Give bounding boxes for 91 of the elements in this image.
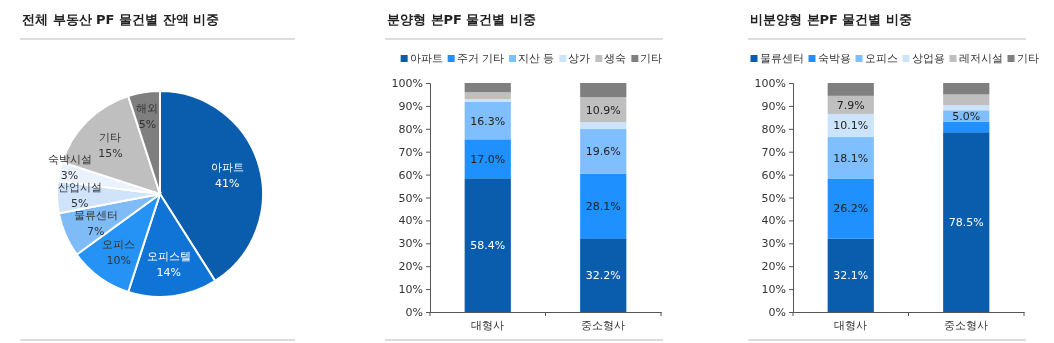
- bar: [943, 105, 990, 111]
- x-tick-label: 중소형사: [944, 319, 989, 333]
- bar: [943, 83, 990, 95]
- bar: [580, 83, 627, 98]
- slice-label: 숙박시설: [47, 152, 92, 166]
- chart-title: 전체 부동산 PF 물건별 잔액 비중: [22, 12, 220, 27]
- data-label: 41%: [215, 177, 240, 191]
- legend-label: 아파트: [409, 52, 443, 64]
- x-tick-label: 대형사: [834, 319, 868, 333]
- data-label: 32.1%: [833, 269, 869, 283]
- y-tick-label: 80%: [398, 122, 423, 136]
- y-tick-label: 50%: [398, 191, 423, 205]
- data-label: 3%: [60, 168, 79, 182]
- legend-label: 오피스: [864, 52, 898, 64]
- y-tick-label: 90%: [761, 99, 786, 113]
- data-label: 10.9%: [585, 103, 621, 117]
- y-tick-label: 100%: [391, 77, 423, 91]
- y-tick-label: 40%: [398, 214, 423, 228]
- bar: [943, 121, 990, 133]
- y-tick-label: 30%: [761, 237, 786, 251]
- slice-label: 해외: [136, 101, 159, 115]
- data-label: 5%: [138, 117, 157, 131]
- data-label: 5%: [70, 196, 89, 210]
- data-label: 78.5%: [948, 216, 984, 230]
- data-label: 58.4%: [470, 239, 506, 253]
- y-tick-label: 70%: [398, 145, 423, 159]
- data-label: 26.2%: [833, 202, 869, 216]
- slice-label: 기타: [99, 131, 122, 145]
- chart-title: 분양형 본PF 물건별 비중: [387, 12, 536, 27]
- y-tick-label: 20%: [761, 260, 786, 274]
- bar: [464, 83, 511, 93]
- y-tick-label: 50%: [761, 191, 786, 205]
- slice-label: 산업시설: [57, 180, 102, 194]
- slice-label: 아파트: [210, 161, 244, 175]
- bar: [464, 178, 511, 312]
- y-tick-label: 10%: [761, 283, 786, 297]
- chart-title: 비분양형 본PF 물건별 비중: [750, 12, 912, 27]
- x-tick-label: 중소형사: [581, 319, 626, 333]
- bar: [464, 139, 511, 179]
- slice-label: 오피스: [102, 237, 136, 251]
- legend-label: 상업용: [911, 52, 945, 64]
- data-label: 7%: [86, 224, 105, 238]
- legend-label: 생숙: [604, 52, 627, 64]
- bar: [827, 238, 874, 312]
- y-tick-label: 100%: [754, 77, 786, 91]
- x-tick-label: 대형사: [471, 319, 505, 333]
- bar: [943, 94, 990, 106]
- y-tick-label: 30%: [398, 237, 423, 251]
- bar: [827, 137, 874, 179]
- data-label: 10%: [106, 253, 132, 267]
- data-label: 18.1%: [833, 151, 869, 165]
- bar: [827, 83, 874, 96]
- legend-label: 상가: [568, 52, 591, 64]
- y-tick-label: 20%: [398, 260, 423, 274]
- data-label: 7.9%: [836, 98, 865, 112]
- y-tick-label: 10%: [398, 283, 423, 297]
- data-label: 28.1%: [585, 200, 621, 214]
- data-label: 16.3%: [470, 114, 506, 128]
- legend-label: 기타: [640, 52, 663, 64]
- bar: [464, 92, 511, 100]
- legend-label: 물류센터: [759, 52, 804, 64]
- data-label: 17.0%: [470, 152, 506, 166]
- legend-label: 지산 등: [518, 52, 555, 64]
- y-tick-label: 60%: [398, 168, 423, 182]
- data-label: 15%: [98, 147, 123, 161]
- legend-label: 주거 기타: [456, 52, 504, 64]
- data-label: 14%: [156, 266, 181, 280]
- bar: [580, 238, 627, 312]
- data-label: 10.1%: [833, 119, 869, 133]
- legend-label: 숙박용: [817, 52, 851, 64]
- bar: [464, 102, 511, 140]
- bar: [827, 178, 874, 239]
- data-label: 5.0%: [952, 109, 981, 123]
- y-tick-label: 0%: [768, 306, 786, 320]
- y-tick-label: 40%: [761, 214, 786, 228]
- bar: [464, 99, 511, 103]
- y-tick-label: 60%: [761, 168, 786, 182]
- data-label: 19.6%: [585, 145, 621, 159]
- legend-label: 기타: [1016, 52, 1039, 64]
- bar: [943, 132, 990, 312]
- bar: [580, 122, 627, 130]
- y-tick-label: 90%: [398, 99, 423, 113]
- slice-label: 오피스텔: [146, 250, 191, 264]
- data-label: 32.2%: [585, 269, 621, 283]
- slice-label: 물류센터: [73, 208, 118, 222]
- y-tick-label: 70%: [761, 145, 786, 159]
- y-tick-label: 80%: [761, 122, 786, 136]
- legend-label: 레저시설: [958, 52, 1003, 64]
- y-tick-label: 0%: [405, 306, 423, 320]
- bar: [580, 129, 627, 174]
- bar: [580, 173, 627, 239]
